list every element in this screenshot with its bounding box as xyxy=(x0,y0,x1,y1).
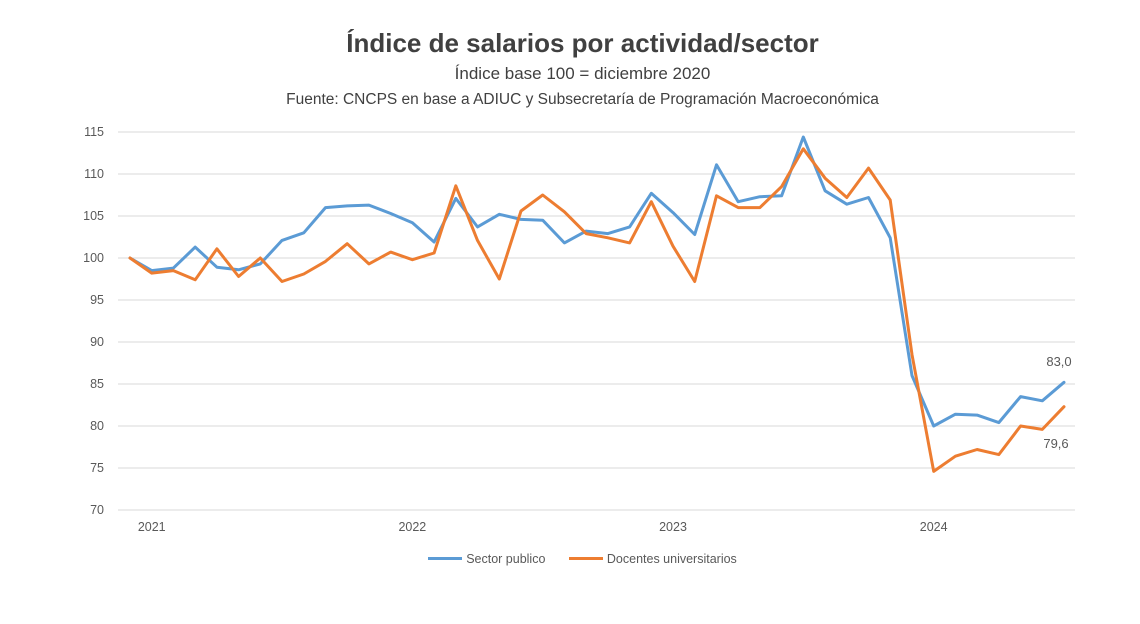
legend-item-docentes-universitarios[interactable]: Docentes universitarios xyxy=(568,551,737,566)
y-tick-label: 100 xyxy=(83,251,104,265)
y-tick-label: 85 xyxy=(90,377,104,391)
x-tick-label: 2024 xyxy=(920,520,948,534)
y-tick-label: 110 xyxy=(84,167,104,181)
x-axis-ticks: 2021 2022 2023 2024 xyxy=(138,520,948,534)
y-tick-label: 115 xyxy=(84,125,104,139)
legend: Sector publico Docentes universitarios xyxy=(0,549,1140,566)
series-lines xyxy=(128,135,1066,473)
x-tick-label: 2022 xyxy=(398,520,426,534)
y-tick-label: 75 xyxy=(90,461,104,475)
legend-item-sector-publico[interactable]: Sector publico xyxy=(428,552,545,566)
y-tick-label: 90 xyxy=(90,335,104,349)
legend-label-sector-publico: Sector publico xyxy=(466,551,546,566)
y-tick-label: 105 xyxy=(83,209,104,223)
y-axis-ticks: 115 110 105 100 95 90 85 80 75 70 xyxy=(83,125,104,517)
y-tick-label: 70 xyxy=(90,503,104,517)
series-line-sector-publico xyxy=(128,135,1066,428)
end-label-docentes-universitarios: 79,6 xyxy=(1043,436,1068,451)
y-tick-label: 80 xyxy=(90,419,104,433)
x-tick-label: 2021 xyxy=(138,520,166,534)
end-label-sector-publico: 83,0 xyxy=(1046,354,1071,369)
legend-swatch-docentes-universitarios xyxy=(568,557,603,560)
series-line-docentes-universitarios xyxy=(128,147,1066,473)
legend-swatch-sector-publico xyxy=(428,557,463,560)
legend-label-docentes-universitarios: Docentes universitarios xyxy=(606,551,737,566)
y-tick-label: 95 xyxy=(90,293,104,307)
chart-title: Índice de salarios por actividad/sector xyxy=(346,28,819,58)
data-labels: 83,0 79,6 xyxy=(1043,354,1071,451)
x-tick-label: 2023 xyxy=(659,520,687,534)
chart-subtitle: Índice base 100 = diciembre 2020 xyxy=(454,64,711,83)
chart-source: Fuente: CNCPS en base a ADIUC y Subsecre… xyxy=(286,91,879,108)
